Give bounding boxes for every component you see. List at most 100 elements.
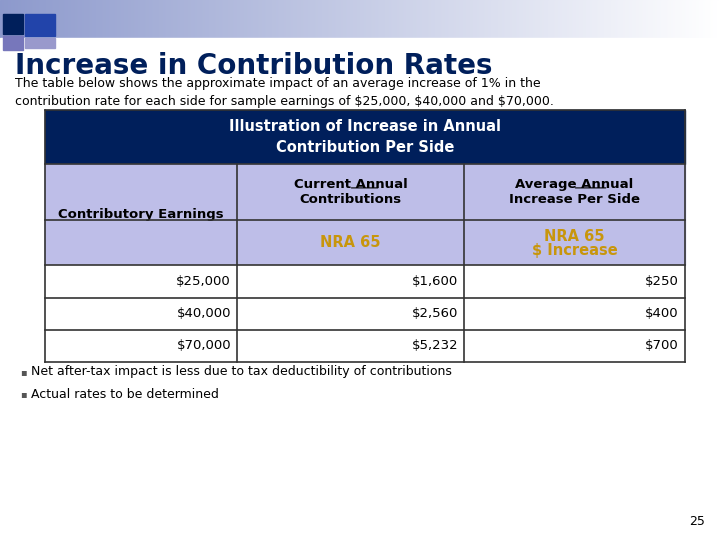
Bar	[652, 0, 653, 38]
Bar	[573, 0, 574, 38]
Bar	[468, 0, 469, 38]
Text: NRA 65: NRA 65	[320, 235, 381, 250]
Bar	[436, 0, 437, 38]
Bar	[249, 0, 250, 38]
Bar	[588, 0, 589, 38]
Bar	[685, 0, 686, 38]
Bar	[465, 0, 466, 38]
Bar	[589, 0, 590, 38]
Bar	[76, 0, 77, 38]
Bar	[453, 0, 454, 38]
Bar	[670, 0, 671, 38]
Bar	[381, 0, 382, 38]
Bar	[293, 0, 294, 38]
Bar	[501, 0, 502, 38]
Bar	[703, 0, 704, 38]
Bar	[55, 0, 56, 38]
Bar	[177, 0, 178, 38]
Bar	[273, 0, 274, 38]
Bar	[269, 0, 270, 38]
Bar	[91, 0, 92, 38]
Bar	[719, 0, 720, 38]
Bar	[218, 0, 219, 38]
Bar	[322, 0, 323, 38]
Bar	[50, 0, 51, 38]
Bar	[263, 0, 264, 38]
Bar	[701, 0, 702, 38]
Bar	[4, 0, 5, 38]
Bar	[394, 0, 395, 38]
Bar	[32, 0, 33, 38]
Bar	[241, 0, 242, 38]
Bar	[625, 0, 626, 38]
Bar	[49, 0, 50, 38]
Bar	[29, 0, 30, 38]
Bar	[268, 0, 269, 38]
Bar	[292, 0, 293, 38]
Bar	[681, 0, 682, 38]
Bar	[478, 0, 479, 38]
Bar	[654, 0, 655, 38]
Bar	[555, 0, 556, 38]
Bar	[159, 0, 160, 38]
Bar	[698, 0, 699, 38]
Bar	[602, 0, 603, 38]
Bar	[112, 0, 113, 38]
Bar	[374, 0, 375, 38]
Bar	[70, 0, 71, 38]
Bar	[467, 0, 468, 38]
Bar	[305, 0, 306, 38]
Bar	[680, 0, 681, 38]
Bar	[421, 0, 422, 38]
Text: ▪: ▪	[20, 367, 27, 377]
Bar	[494, 0, 495, 38]
Bar	[18, 0, 19, 38]
Bar	[439, 0, 440, 38]
Bar	[135, 0, 136, 38]
Bar	[519, 0, 520, 38]
Bar	[78, 0, 79, 38]
Bar	[384, 0, 385, 38]
Bar	[503, 0, 504, 38]
Bar	[352, 0, 353, 38]
Bar	[251, 0, 252, 38]
Bar	[12, 0, 13, 38]
Bar	[487, 0, 488, 38]
Bar	[198, 0, 199, 38]
Bar	[428, 0, 429, 38]
Bar	[571, 0, 572, 38]
Bar	[559, 0, 560, 38]
Bar	[296, 0, 297, 38]
Bar	[689, 0, 690, 38]
Bar	[83, 0, 84, 38]
Bar	[645, 0, 646, 38]
Bar	[182, 0, 183, 38]
Bar	[463, 0, 464, 38]
Bar	[441, 0, 442, 38]
Bar	[377, 0, 378, 38]
Bar	[343, 0, 344, 38]
Bar	[308, 0, 309, 38]
Bar	[174, 0, 175, 38]
Bar	[563, 0, 564, 38]
Bar	[365, 0, 366, 38]
Bar	[609, 0, 610, 38]
Bar	[184, 0, 185, 38]
Bar	[578, 0, 579, 38]
Bar	[709, 0, 710, 38]
Bar	[542, 0, 543, 38]
Bar	[153, 0, 154, 38]
Bar	[444, 0, 445, 38]
Bar	[88, 0, 89, 38]
Bar	[118, 0, 119, 38]
Bar	[304, 0, 305, 38]
Bar	[254, 0, 255, 38]
Bar	[233, 0, 234, 38]
Bar	[246, 0, 247, 38]
Bar	[119, 0, 120, 38]
Bar	[553, 0, 554, 38]
Bar	[422, 0, 423, 38]
Bar	[222, 0, 223, 38]
Bar	[313, 0, 314, 38]
Bar	[335, 0, 336, 38]
